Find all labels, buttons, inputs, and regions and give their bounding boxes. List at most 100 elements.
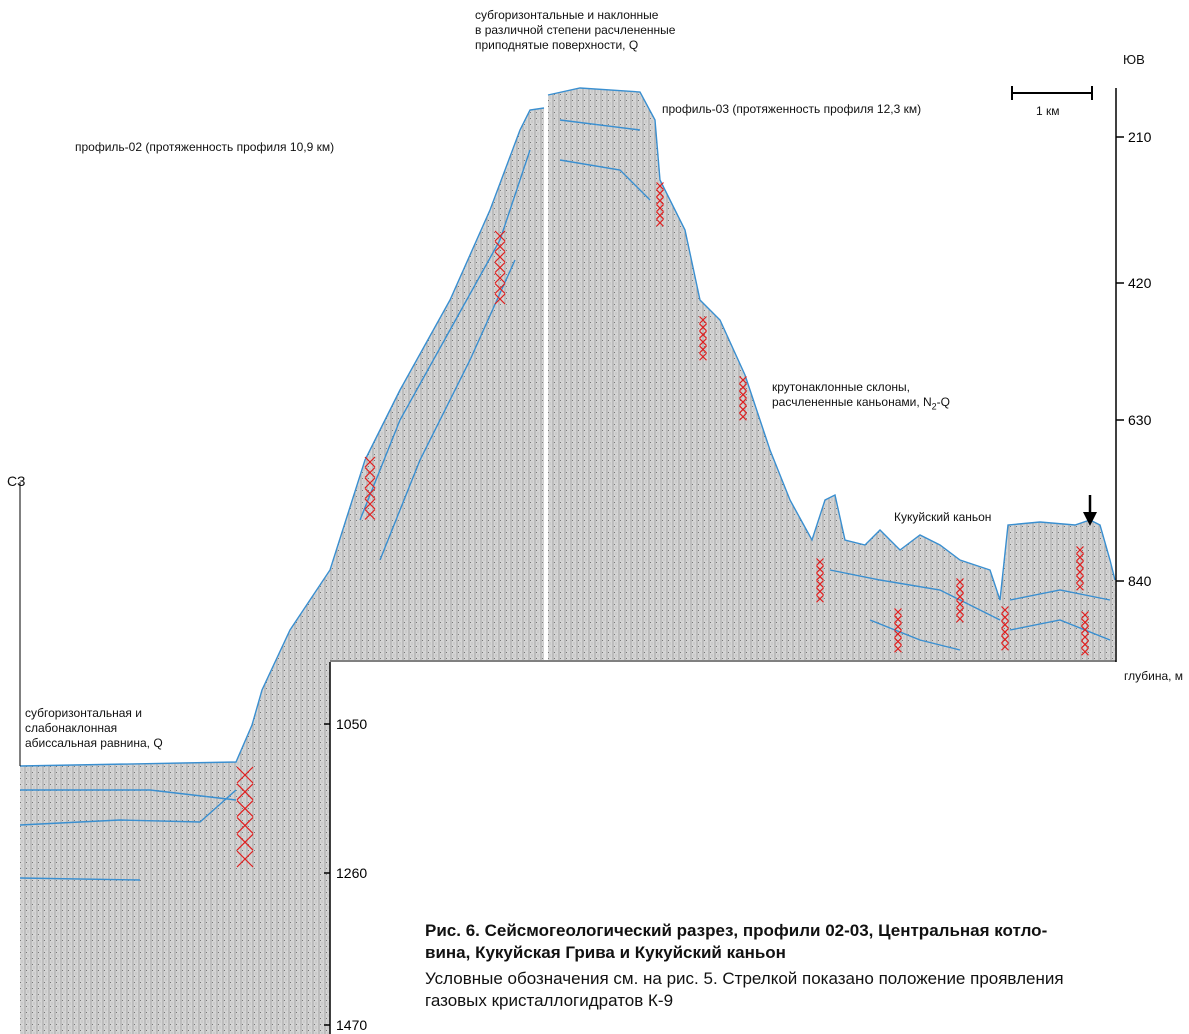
profile-03-label: профиль-03 (протяженность профиля 12,3 к… bbox=[662, 102, 922, 116]
cross bbox=[816, 572, 824, 581]
tick-label: 840 bbox=[1128, 573, 1152, 589]
cross bbox=[236, 766, 254, 784]
cross bbox=[956, 600, 964, 608]
cross bbox=[1001, 613, 1009, 622]
cross bbox=[699, 345, 707, 354]
seismic-profile-03 bbox=[548, 88, 1115, 660]
plain-note: субгоризонтальная и слабонаклонная абисс… bbox=[25, 706, 163, 751]
note-line: субгоризонтальные и наклонные bbox=[475, 8, 659, 22]
depth-ticks: 210 420 630 840 1050 1260 1470 bbox=[324, 129, 1152, 1033]
note-line: в различной степени расчлененные bbox=[475, 23, 676, 37]
cross bbox=[1081, 625, 1089, 634]
note-line: субгоризонтальная и bbox=[25, 706, 142, 720]
cross bbox=[1076, 582, 1084, 591]
tick-label: 1470 bbox=[336, 1017, 367, 1033]
direction-se: ЮВ bbox=[1123, 52, 1145, 67]
cross bbox=[494, 293, 506, 305]
cross bbox=[1081, 647, 1089, 656]
cross bbox=[816, 587, 824, 596]
note-line: слабонаклонная bbox=[25, 721, 118, 735]
cross bbox=[236, 850, 254, 868]
tick-label: 420 bbox=[1128, 275, 1152, 291]
cross bbox=[816, 580, 824, 588]
cross bbox=[656, 196, 664, 205]
caption-text: Условные обозначения см. на рис. 5. Стре… bbox=[425, 969, 1064, 988]
cross bbox=[1081, 618, 1089, 627]
tick-label: 1050 bbox=[336, 716, 367, 732]
cross bbox=[739, 390, 747, 399]
cross bbox=[956, 585, 964, 594]
cross bbox=[1081, 611, 1089, 619]
note-text: расчлененные каньонами, N bbox=[772, 395, 932, 409]
cross bbox=[699, 316, 707, 324]
cross bbox=[956, 607, 964, 616]
cross bbox=[894, 615, 902, 624]
cross bbox=[1001, 606, 1009, 614]
cross bbox=[494, 251, 506, 263]
cross bbox=[364, 467, 376, 478]
cross bbox=[894, 608, 902, 616]
cross bbox=[364, 477, 376, 489]
gas-hydrate-markers bbox=[236, 182, 1089, 868]
cross bbox=[1081, 633, 1089, 641]
cross bbox=[236, 833, 254, 851]
cross bbox=[1076, 546, 1084, 554]
note-line: приподнятые поверхности, Q bbox=[475, 38, 639, 52]
cross bbox=[699, 323, 707, 332]
cross bbox=[816, 594, 824, 603]
cross bbox=[494, 283, 506, 294]
cross bbox=[364, 498, 376, 510]
cross bbox=[816, 565, 824, 574]
cross bbox=[494, 262, 506, 273]
note-text: -Q bbox=[936, 395, 951, 409]
note-line: крутонаклонные склоны, bbox=[772, 380, 910, 394]
cross bbox=[364, 456, 376, 468]
cross bbox=[656, 189, 664, 198]
tick-label: 210 bbox=[1128, 129, 1152, 145]
caption: Рис. 6. Сейсмогеологический разрез, проф… bbox=[425, 920, 1185, 1012]
cross bbox=[364, 509, 376, 520]
cross bbox=[739, 405, 747, 414]
cross bbox=[656, 182, 664, 190]
cross bbox=[739, 412, 747, 421]
cross bbox=[699, 330, 707, 339]
note-line: расчлененные каньонами, N2-Q bbox=[772, 395, 950, 414]
cross bbox=[1076, 560, 1084, 569]
cross bbox=[816, 558, 824, 566]
note-sub: 2 bbox=[931, 401, 937, 412]
horizons bbox=[19, 87, 1116, 881]
profile-02-label: профиль-02 (протяженность профиля 10,9 к… bbox=[75, 140, 335, 154]
cross bbox=[656, 218, 664, 227]
cross bbox=[236, 816, 254, 834]
cross bbox=[1001, 635, 1009, 644]
cross bbox=[656, 204, 664, 212]
scale-bar bbox=[1011, 86, 1093, 100]
cross bbox=[894, 644, 902, 653]
cross bbox=[1076, 575, 1084, 584]
caption-text: газовых кристаллогидратов К-9 bbox=[425, 991, 674, 1010]
cross bbox=[1001, 642, 1009, 651]
cross bbox=[956, 578, 964, 586]
top-note: субгоризонтальные и наклонные в различно… bbox=[475, 8, 675, 53]
cross bbox=[739, 376, 747, 384]
direction-nw: СЗ bbox=[7, 473, 26, 489]
cross bbox=[236, 783, 254, 801]
slopes-note: крутонаклонные склоны, расчлененные кань… bbox=[772, 380, 950, 414]
cross bbox=[956, 614, 964, 623]
cross bbox=[894, 630, 902, 638]
cross bbox=[494, 272, 506, 284]
tick-label: 1260 bbox=[336, 865, 367, 881]
seismic-profile-02 bbox=[20, 108, 544, 1034]
cross bbox=[739, 398, 747, 406]
cross bbox=[894, 637, 902, 646]
depth-axis-label: глубина, м bbox=[1124, 669, 1184, 683]
note-line: абиссальная равнина, Q bbox=[25, 736, 163, 750]
cross bbox=[699, 352, 707, 361]
cross bbox=[494, 241, 506, 252]
cross bbox=[1076, 568, 1084, 576]
cross bbox=[1001, 628, 1009, 636]
cross bbox=[699, 338, 707, 346]
cross bbox=[1001, 620, 1009, 629]
